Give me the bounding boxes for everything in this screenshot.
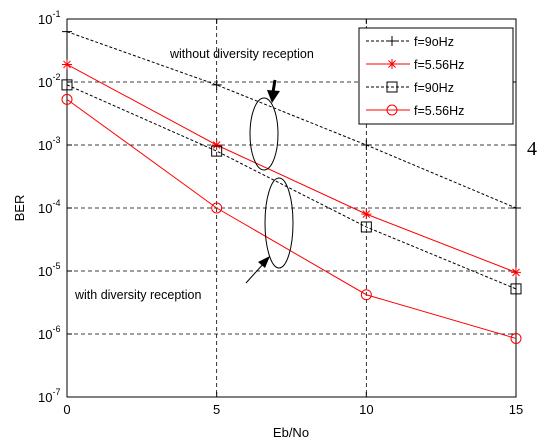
legend-label: f=9oHz	[414, 35, 454, 49]
data-point-plus	[361, 140, 372, 150]
series-3	[61, 79, 522, 295]
data-point-square	[386, 81, 398, 93]
legend-item-1: f=9oHz	[366, 35, 454, 49]
data-point-star	[361, 209, 372, 220]
data-point-star	[62, 59, 72, 70]
x-axis-label: Eb/No	[273, 425, 309, 440]
legend-label: f=5.56Hz	[414, 104, 464, 118]
legend: f=9oHz f=5.56Hz f=90Hz f=5.56Hz	[358, 27, 514, 125]
data-point-plus	[387, 36, 397, 46]
legend-label: f=90Hz	[414, 81, 454, 95]
series-4	[61, 93, 522, 344]
data-point-square	[510, 283, 522, 295]
data-point-circle	[386, 104, 398, 116]
y-tick-label: 10-6	[38, 324, 60, 342]
x-tick-label: 10	[359, 402, 373, 417]
legend-item-2: f=5.56Hz	[366, 58, 464, 72]
annotation-arrow-upper-head	[267, 90, 280, 103]
annotation-ellipse-upper	[249, 97, 279, 171]
y-tick-label: 10-4	[38, 198, 60, 216]
data-point-circle	[211, 202, 223, 214]
x-tick-label: 0	[63, 402, 70, 417]
annotation-arrow-lower-shaft	[245, 261, 266, 284]
annotation-arrow-lower-head	[258, 256, 270, 268]
x-axis-ticks: 0 5 10 15	[63, 19, 523, 417]
data-point-circle	[360, 289, 372, 301]
series-line	[66, 31, 517, 209]
data-point-plus	[511, 203, 521, 213]
x-tick-label: 5	[213, 402, 220, 417]
data-point-square	[360, 221, 372, 233]
y-axis-label: BER	[12, 195, 27, 222]
data-point-circle	[510, 332, 522, 344]
data-point-plus	[62, 26, 72, 37]
data-point-square	[61, 79, 73, 91]
data-point-star	[511, 267, 521, 278]
series-line	[66, 63, 517, 273]
x-tick-label: 15	[509, 402, 523, 417]
annotation-group: without diversity reception with diversi…	[74, 47, 314, 302]
legend-label: f=5.56Hz	[414, 58, 464, 72]
y-tick-label: 10-7	[38, 387, 60, 405]
annotation-with-diversity: with diversity reception	[74, 288, 201, 302]
side-number: 4	[527, 138, 537, 160]
legend-item-4: f=5.56Hz	[366, 104, 464, 118]
y-tick-label: 10-1	[38, 9, 60, 27]
legend-box	[358, 27, 514, 125]
y-tick-label: 10-2	[38, 72, 60, 90]
data-point-circle	[61, 93, 73, 105]
data-point-star	[211, 140, 222, 150]
y-tick-label: 10-5	[38, 261, 60, 279]
annotation-without-diversity: without diversity reception	[169, 47, 314, 61]
series-line	[66, 84, 517, 290]
series-group	[61, 26, 522, 344]
annotation-arrow-upper-shaft	[271, 79, 277, 93]
series-line	[66, 98, 517, 339]
series-1	[62, 26, 521, 213]
data-point-square	[211, 145, 223, 157]
annotation-ellipse-lower	[264, 177, 294, 269]
data-point-plus	[211, 79, 222, 90]
legend-item-3: f=90Hz	[366, 81, 454, 95]
series-2	[62, 59, 521, 278]
y-tick-label: 10-3	[38, 135, 60, 153]
data-point-star	[387, 59, 397, 69]
